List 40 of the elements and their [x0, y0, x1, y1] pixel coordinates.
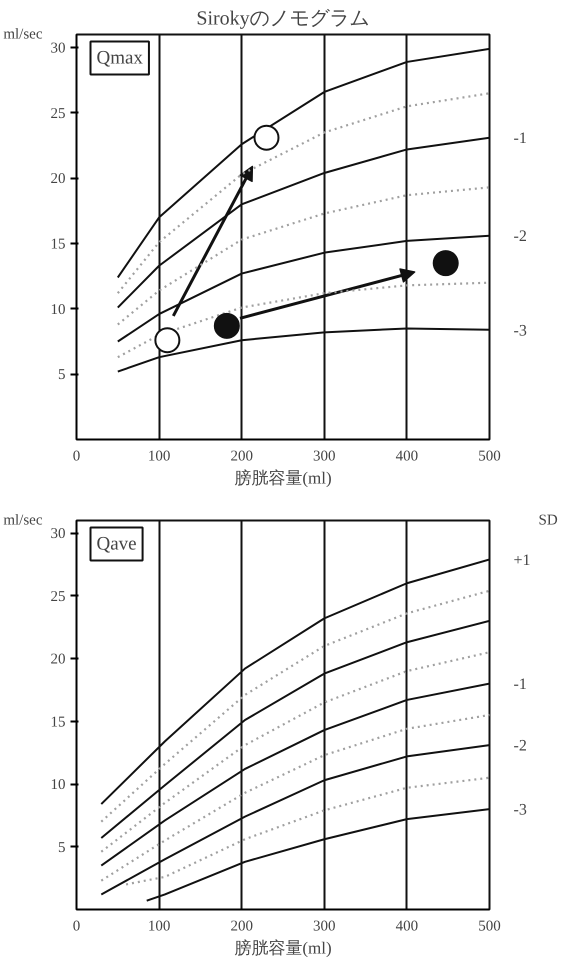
- text: Qave: [96, 534, 137, 554]
- y-axis-title: ml/sec: [3, 26, 43, 42]
- series-label: -2: [514, 738, 527, 755]
- y-tick-label: 20: [50, 171, 66, 188]
- series-label: -3: [514, 802, 527, 819]
- x-tick-label: 0: [72, 918, 80, 934]
- x-tick-label: 400: [396, 448, 418, 464]
- text: Qmax: [96, 48, 144, 68]
- y-tick-label: 5: [58, 367, 66, 384]
- x-axis-title: 膀胱容量(ml): [234, 938, 332, 958]
- x-tick-label: 200: [230, 918, 253, 934]
- x-tick-label: 300: [313, 918, 336, 934]
- x-tick-label: 0: [72, 448, 80, 464]
- y-tick-label: 10: [50, 777, 66, 794]
- x-tick-label: 100: [148, 918, 170, 934]
- y-tick-label: 30: [50, 40, 66, 57]
- x-tick-label: 200: [230, 448, 253, 464]
- x-tick-label: 500: [478, 448, 501, 464]
- x-axis-title: 膀胱容量(ml): [234, 468, 332, 488]
- point: [432, 250, 459, 276]
- series-label: -3: [514, 322, 527, 340]
- y-tick-label: 20: [50, 652, 66, 668]
- series-label: +1: [514, 552, 531, 569]
- x-tick-label: 500: [478, 918, 501, 934]
- y-tick-label: 30: [50, 526, 66, 542]
- y-tick-label: 15: [50, 236, 66, 253]
- y-tick-label: 10: [50, 302, 66, 318]
- text: SD: [538, 512, 558, 528]
- x-tick-label: 400: [396, 918, 418, 934]
- y-tick-label: 5: [58, 840, 66, 856]
- y-tick-label: 15: [50, 714, 66, 730]
- series-label: -1: [514, 676, 527, 694]
- y-axis-title: ml/sec: [3, 512, 43, 528]
- chart-title: Sirokyのノモグラム: [196, 8, 370, 30]
- series-label: -1: [514, 130, 527, 148]
- x-tick-label: 300: [313, 448, 336, 464]
- x-tick-label: 100: [148, 448, 170, 464]
- y-tick-label: 25: [50, 588, 66, 605]
- series-label: -2: [514, 228, 527, 246]
- y-tick-label: 25: [50, 106, 66, 122]
